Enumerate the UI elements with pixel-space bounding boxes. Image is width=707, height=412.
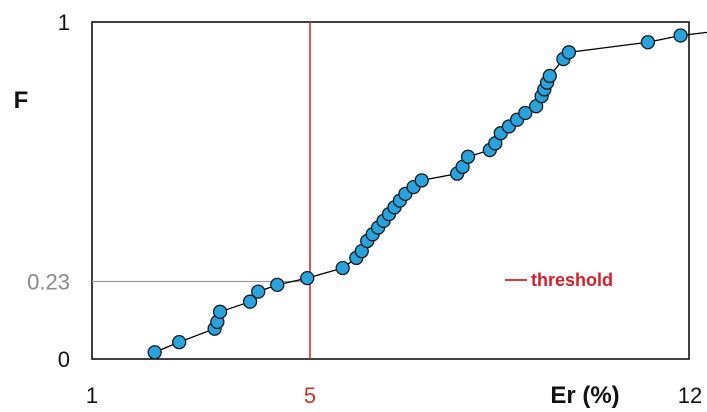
- series-group: [147, 28, 707, 360]
- data-point-24: [460, 149, 476, 164]
- y-axis-label: F: [14, 87, 29, 114]
- data-point-35: [542, 68, 557, 84]
- y-tick-0.23: 0.23: [27, 269, 70, 294]
- legend-threshold-label: threshold: [531, 270, 613, 290]
- data-point-38: [640, 35, 656, 50]
- x-tick-12: 12: [678, 383, 702, 408]
- data-point-39: [673, 28, 688, 43]
- data-point-7: [270, 277, 285, 293]
- y-tick-1: 1: [58, 10, 70, 35]
- data-point-1: [172, 334, 187, 350]
- data-point-37: [561, 45, 577, 60]
- y-tick-0: 0: [58, 347, 70, 372]
- data-point-30: [518, 105, 533, 121]
- data-point-8: [300, 270, 315, 286]
- data-point-0: [147, 345, 162, 360]
- data-point-21: [414, 173, 429, 188]
- plot-frame: [91, 21, 690, 360]
- series-line: [154, 31, 707, 353]
- data-point-6: [251, 284, 266, 299]
- data-point-9: [335, 260, 350, 276]
- x-tick-5: 5: [304, 383, 316, 408]
- data-point-4: [212, 304, 228, 319]
- x-tick-1: 1: [86, 383, 98, 408]
- data-point-5: [242, 294, 258, 309]
- x-axis-label: Er (%): [550, 382, 619, 409]
